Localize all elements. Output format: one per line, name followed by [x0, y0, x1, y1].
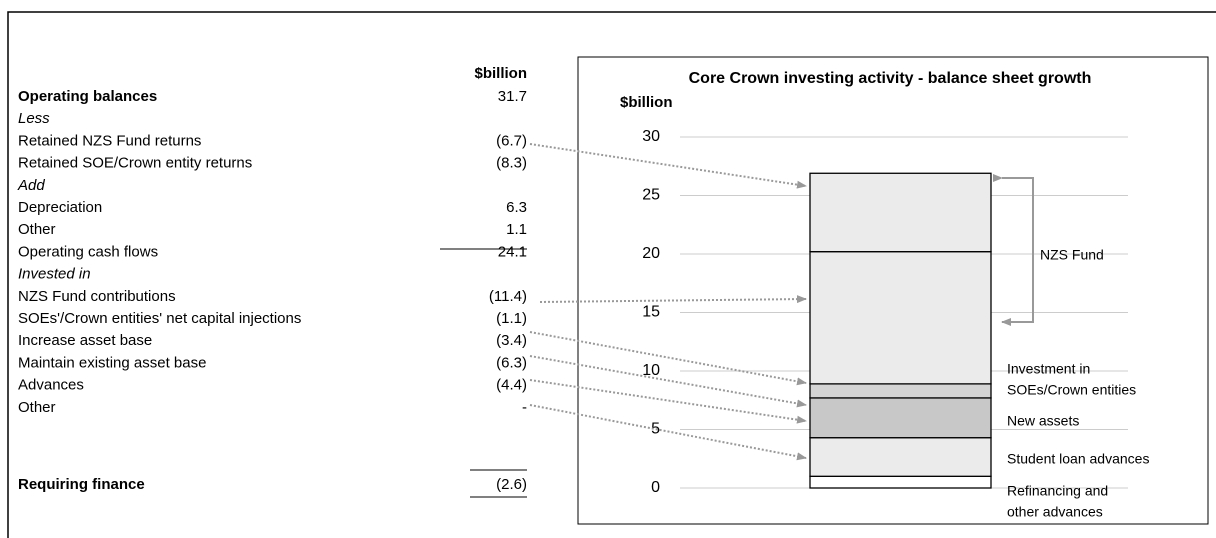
row-value: (6.3) [496, 354, 527, 371]
y-tick-label: 25 [642, 187, 660, 204]
bar-segment [809, 397, 992, 439]
row-value: (3.4) [496, 332, 527, 349]
segment-label: other advances [1007, 504, 1103, 520]
row-value: 24.1 [498, 243, 527, 260]
segment-label: New assets [1007, 413, 1079, 429]
row-label: Other [18, 221, 56, 238]
row-label: Maintain existing asset base [18, 354, 206, 371]
row-value: (2.6) [496, 476, 527, 493]
y-tick-label: 0 [651, 479, 660, 496]
row-label: Advances [18, 377, 84, 394]
segment-label: NZS Fund [1040, 247, 1104, 263]
segment-label: SOEs/Crown entities [1007, 382, 1136, 398]
row-label: Retained NZS Fund returns [18, 132, 201, 149]
row-value: (8.3) [496, 155, 527, 172]
y-axis-label: $billion [620, 94, 673, 111]
bracket [993, 174, 1034, 326]
y-tick-label: 30 [642, 128, 660, 145]
row-label: SOEs'/Crown entities' net capital inject… [18, 310, 301, 327]
arrow [539, 295, 807, 304]
segment-label: Refinancing and [1007, 483, 1108, 499]
chart-title: Core Crown investing activity - balance … [689, 70, 1092, 87]
row-label: Less [18, 110, 50, 127]
segment-label: Investment in [1007, 361, 1090, 377]
y-tick-label: 10 [642, 362, 660, 379]
arrow [529, 331, 807, 386]
y-tick-label: 15 [642, 304, 660, 321]
frame [7, 11, 1216, 538]
row-label: Retained SOE/Crown entity returns [18, 155, 252, 172]
arrow [529, 143, 807, 189]
row-value: (4.4) [496, 377, 527, 394]
row-label: Increase asset base [18, 332, 152, 349]
bar-segment [809, 251, 992, 385]
bar-segment [809, 437, 992, 477]
row-label: Depreciation [18, 199, 102, 216]
row-label: Add [17, 177, 45, 194]
bar-segment [809, 172, 992, 253]
row-value: 1.1 [506, 221, 527, 238]
row-value: 31.7 [498, 88, 527, 105]
row-label: Invested in [18, 266, 91, 283]
row-label: NZS Fund contributions [18, 288, 176, 305]
row-value: (1.1) [496, 310, 527, 327]
row-value: (6.7) [496, 132, 527, 149]
segment-label: Student loan advances [1007, 451, 1149, 467]
row-label: Operating balances [18, 88, 157, 105]
row-label: Other [18, 399, 56, 416]
row-value: - [522, 399, 527, 416]
y-tick-label: 20 [642, 245, 660, 262]
bar-segment [809, 475, 992, 489]
y-tick-label: 5 [651, 421, 660, 438]
row-value: 6.3 [506, 199, 527, 216]
row-label: Requiring finance [18, 476, 145, 493]
arrow [529, 404, 807, 461]
arrow [529, 355, 807, 408]
table-header: $billion [475, 65, 528, 82]
row-label: Operating cash flows [18, 243, 158, 260]
row-value: (11.4) [489, 288, 527, 305]
arrow [529, 379, 807, 424]
bar-segment [809, 383, 992, 399]
